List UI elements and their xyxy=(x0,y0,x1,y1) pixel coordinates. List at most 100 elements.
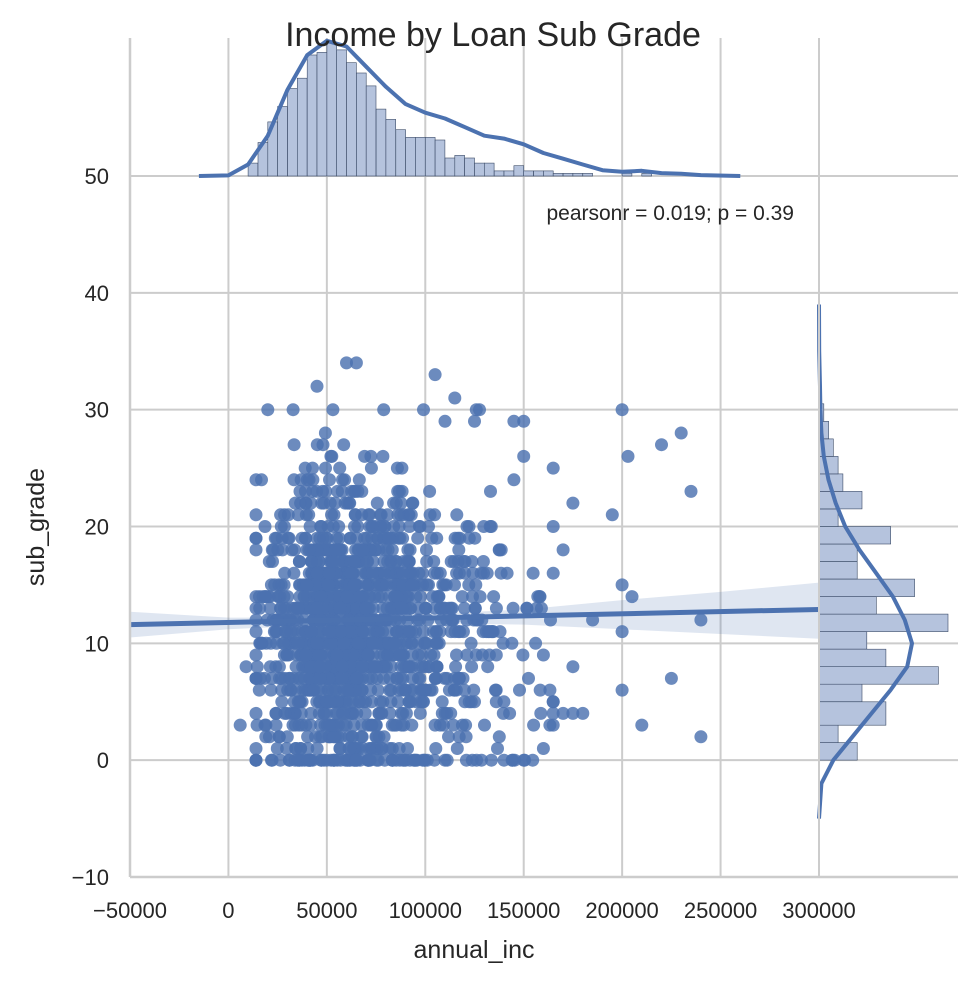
scatter-point xyxy=(556,706,570,720)
scatter-point xyxy=(365,566,379,580)
scatter-point xyxy=(517,449,531,463)
x-tick-label: 150000 xyxy=(487,898,560,923)
scatter-point xyxy=(352,695,366,709)
scatter-point xyxy=(287,438,301,452)
scatter-point xyxy=(426,590,440,604)
scatter-point xyxy=(403,520,416,533)
scatter-point xyxy=(481,660,495,674)
scatter-point xyxy=(327,753,341,767)
x-tick-label: 300000 xyxy=(782,898,855,923)
scatter-point xyxy=(272,660,286,674)
scatter-point xyxy=(376,695,390,709)
x-hist-bar xyxy=(552,173,564,177)
scatter-point xyxy=(271,543,285,557)
x-hist-bar xyxy=(356,72,367,177)
scatter-point xyxy=(316,438,330,452)
scatter-point xyxy=(377,403,391,417)
scatter-point xyxy=(391,484,405,498)
scatter-point xyxy=(350,671,363,685)
scatter-point xyxy=(274,601,288,615)
scatter-point xyxy=(462,578,476,592)
x-marginal-histogram xyxy=(198,38,741,178)
scatter-point xyxy=(530,601,544,615)
scatter-point xyxy=(430,660,444,674)
scatter-point xyxy=(389,496,403,510)
scatter-point xyxy=(252,683,266,697)
scatter-point xyxy=(361,648,375,662)
scatter-point xyxy=(412,660,426,674)
scatter-point xyxy=(310,601,324,615)
y-hist-bar xyxy=(818,561,858,580)
scatter-point xyxy=(413,520,427,533)
scatter-point xyxy=(684,484,698,498)
scatter-point xyxy=(437,578,451,592)
scatter-point xyxy=(233,718,247,732)
scatter-point xyxy=(292,555,306,568)
scatter-point xyxy=(335,671,349,685)
scatter-point xyxy=(304,706,318,720)
scatter-point xyxy=(300,578,314,592)
scatter-point xyxy=(417,403,430,417)
x-tick-labels: −50000 0 50000 100000 150000 200000 250000 3000… xyxy=(93,898,856,923)
scatter-point xyxy=(449,660,463,674)
scatter-point xyxy=(348,484,362,498)
scatter-point xyxy=(369,718,383,732)
scatter-point xyxy=(310,695,324,709)
scatter-point xyxy=(303,671,316,685)
scatter-point xyxy=(452,543,466,557)
scatter-point xyxy=(465,660,479,674)
scatter-point xyxy=(493,543,506,557)
scatter-point xyxy=(299,508,313,522)
scatter-point xyxy=(310,636,324,650)
scatter-point xyxy=(323,473,336,487)
scatter-point xyxy=(444,555,458,568)
scatter-point xyxy=(406,496,420,510)
scatter-point xyxy=(484,625,498,639)
scatter-point xyxy=(278,566,292,580)
scatter-point xyxy=(269,706,283,720)
x-hist-bar xyxy=(562,173,574,177)
scatter-point xyxy=(507,473,521,487)
scatter-point xyxy=(288,496,302,510)
x-hist-bar xyxy=(503,170,515,177)
scatter-point xyxy=(319,484,333,498)
scatter-point xyxy=(516,648,530,662)
scatter-point xyxy=(576,706,590,720)
scatter-point xyxy=(664,671,678,685)
x-hist-bar xyxy=(434,139,446,177)
scatter-point xyxy=(310,566,324,580)
scatter-point xyxy=(406,671,420,685)
y-hist-bar xyxy=(818,683,863,703)
scatter-point xyxy=(318,426,332,440)
scatter-point xyxy=(468,531,482,545)
y-hist-bar xyxy=(818,648,887,668)
scatter-point xyxy=(403,625,417,639)
scatter-point xyxy=(384,648,398,662)
scatter-point xyxy=(358,449,372,463)
scatter-point xyxy=(293,671,307,685)
scatter-point xyxy=(306,461,319,475)
scatter-point xyxy=(264,683,278,697)
scatter-point xyxy=(334,625,348,639)
scatter-point xyxy=(546,706,560,720)
x-hist-bar xyxy=(572,173,584,177)
x-hist-bar xyxy=(405,137,416,177)
x-hist-bar xyxy=(306,54,318,177)
scatter-point xyxy=(429,625,443,639)
scatter-point xyxy=(566,496,580,510)
scatter-point xyxy=(393,648,407,662)
scatter-point xyxy=(302,543,316,557)
scatter-point xyxy=(531,590,545,604)
scatter-point xyxy=(277,648,291,662)
scatter-point xyxy=(249,473,263,487)
scatter-point xyxy=(416,695,430,709)
scatter-point xyxy=(694,613,708,627)
scatter-point xyxy=(321,578,335,592)
scatter-point xyxy=(492,730,506,744)
scatter-point xyxy=(333,461,347,475)
scatter-point xyxy=(370,496,384,510)
scatter-point xyxy=(401,742,414,755)
x-hist-bar xyxy=(375,108,387,177)
scatter-point xyxy=(438,414,452,428)
scatter-point xyxy=(484,520,498,533)
